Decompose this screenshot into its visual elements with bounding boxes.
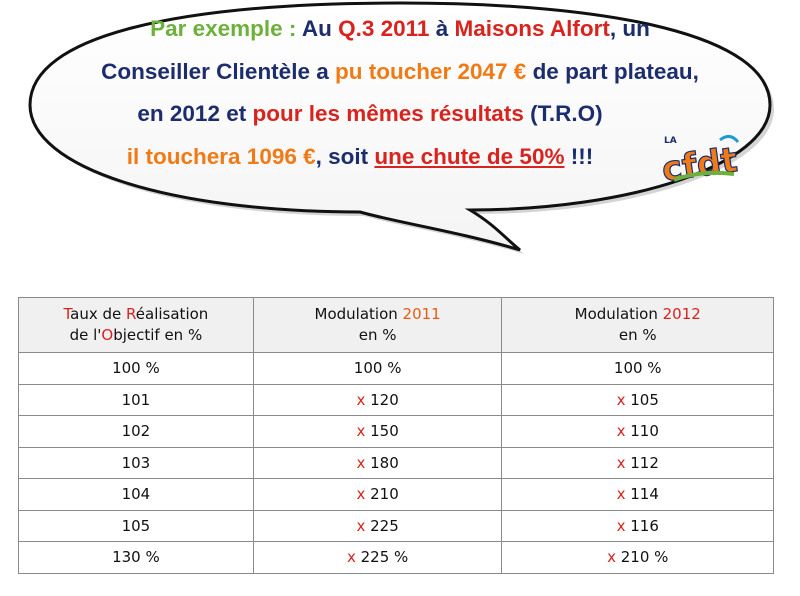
- cell-taux: 130 %: [18, 541, 254, 574]
- bubble-line-2: Conseiller Clientèle a pu toucher 2047 €…: [40, 51, 760, 94]
- cell-value: 150: [365, 422, 399, 441]
- cell-value: 210 %: [615, 548, 669, 567]
- quarter-highlight: Q.3 2011: [338, 16, 430, 41]
- cell-taux: 100 %: [18, 352, 254, 385]
- bubble-line-4: il touchera 1096 €, soit une chute de 50…: [40, 136, 760, 179]
- table-row: 102 x 150 x 110: [18, 415, 774, 448]
- multiplier-mark: x: [356, 422, 366, 441]
- header-text: éalisation: [135, 305, 209, 323]
- header-text: R: [126, 305, 136, 323]
- cell-value: 105: [625, 390, 659, 409]
- cell-2012: x 116: [501, 509, 774, 542]
- multiplier-mark: x: [356, 485, 366, 504]
- header-year: 2012: [662, 305, 701, 323]
- cell-2011: x 210: [252, 478, 503, 511]
- text-segment: (T.R.O): [523, 101, 603, 126]
- multiplier-mark: x: [616, 422, 626, 441]
- cell-2012: x 210 %: [501, 541, 774, 574]
- cell-value: 116: [625, 516, 659, 535]
- header-text: aux de: [70, 305, 127, 323]
- cell-2011: 100 %: [252, 352, 503, 385]
- text-segment: de part plateau,: [526, 58, 699, 84]
- text-segment: , un: [609, 16, 650, 41]
- bubble-line-1: Par exemple : Au Q.3 2011 à Maisons Alfo…: [40, 8, 760, 51]
- logo-name-text: cfdt: [660, 140, 740, 184]
- table-row: 130 % x 225 % x 210 %: [18, 541, 774, 574]
- header-text: O: [101, 326, 114, 344]
- cell-2011: x 225: [252, 509, 503, 542]
- header-year: 2011: [402, 305, 441, 323]
- text-segment: !!!: [564, 143, 594, 169]
- multiplier-mark: x: [356, 453, 366, 472]
- logo-top-text: LA: [664, 136, 677, 146]
- cell-taux: 105: [18, 509, 254, 542]
- cell-2012: 100 %: [501, 352, 774, 385]
- cell-taux: 101: [18, 383, 254, 416]
- cell-value: 110: [625, 422, 659, 441]
- cell-value: 210: [365, 485, 399, 504]
- header-text: en %: [358, 326, 397, 344]
- cell-value: 112: [625, 453, 659, 472]
- cell-2011: x 120: [252, 383, 503, 416]
- multiplier-mark: x: [616, 453, 626, 472]
- cell-2012: x 105: [501, 383, 774, 416]
- bubble-line-3: en 2012 et pour les mêmes résultats (T.R…: [40, 93, 760, 136]
- place-highlight: Maisons Alfort: [454, 16, 610, 41]
- multiplier-mark: x: [356, 516, 366, 535]
- multiplier-mark: x: [616, 485, 626, 504]
- cell-2012: x 114: [501, 478, 774, 511]
- text-segment: Conseiller Clientèle a: [101, 58, 335, 84]
- header-taux: Taux de Réalisation de l'Objectif en %: [18, 297, 254, 353]
- cell-2012: x 110: [501, 415, 774, 448]
- modulation-table: Taux de Réalisation de l'Objectif en % M…: [18, 297, 774, 574]
- table-row: 105 x 225 x 116: [18, 509, 774, 542]
- text-segment: , soit: [315, 143, 375, 169]
- cell-2011: x 150: [252, 415, 503, 448]
- cell-value: 120: [365, 390, 399, 409]
- multiplier-mark: x: [356, 390, 366, 409]
- example-lead: Par exemple :: [150, 16, 297, 41]
- table-row: 103 x 180 x 112: [18, 446, 774, 479]
- header-text: T: [63, 305, 71, 323]
- multiplier-mark: x: [346, 548, 356, 567]
- cell-value: 180: [365, 453, 399, 472]
- cell-2012: x 112: [501, 446, 774, 479]
- cell-value: 100 %: [613, 359, 662, 378]
- multiplier-mark: x: [616, 390, 626, 409]
- cell-value: 225: [365, 516, 399, 535]
- header-text: bjectif en %: [113, 326, 203, 344]
- cell-2011: x 180: [252, 446, 503, 479]
- same-results-highlight: pour les mêmes résultats: [252, 101, 524, 126]
- amount-2011-highlight: pu toucher 2047 €: [334, 58, 527, 84]
- multiplier-mark: x: [616, 516, 626, 535]
- cell-value: 114: [625, 485, 659, 504]
- header-text: de l': [69, 326, 102, 344]
- cfdt-logo-icon: LA cfdt: [660, 135, 740, 184]
- cell-value: 100 %: [353, 359, 402, 378]
- cell-taux: 103: [18, 446, 254, 479]
- header-text: Modulation: [574, 305, 663, 323]
- amount-2012-highlight: il touchera 1096 €: [126, 143, 316, 169]
- table-row: 100 % 100 % 100 %: [18, 352, 774, 385]
- header-modulation-2011: Modulation 2011 en %: [252, 297, 503, 353]
- speech-bubble: [28, 1, 774, 254]
- header-modulation-2012: Modulation 2012 en %: [501, 297, 774, 353]
- header-text: en %: [618, 326, 657, 344]
- header-text: Modulation: [314, 305, 403, 323]
- table-row: 104 x 210 x 114: [18, 478, 774, 511]
- cell-2011: x 225 %: [252, 541, 503, 574]
- cell-taux: 102: [18, 415, 254, 448]
- cell-value: 225 %: [355, 548, 409, 567]
- table-header-row: Taux de Réalisation de l'Objectif en % M…: [18, 297, 774, 353]
- cell-taux: 104: [18, 478, 254, 511]
- text-segment: Au: [296, 16, 339, 41]
- text-segment: à: [429, 16, 455, 41]
- drop-highlight: une chute de 50%: [374, 143, 565, 169]
- bubble-text: Par exemple : Au Q.3 2011 à Maisons Alfo…: [40, 8, 760, 178]
- table-row: 101 x 120 x 105: [18, 383, 774, 416]
- multiplier-mark: x: [607, 548, 616, 567]
- text-segment: en 2012 et: [137, 101, 253, 126]
